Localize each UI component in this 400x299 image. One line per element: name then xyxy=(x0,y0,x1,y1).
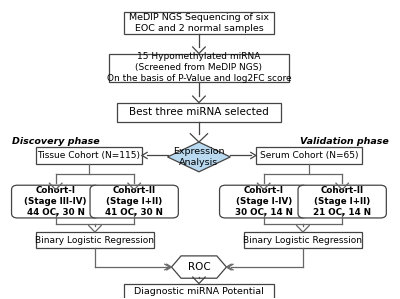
Polygon shape xyxy=(168,142,230,172)
FancyBboxPatch shape xyxy=(244,232,362,248)
FancyBboxPatch shape xyxy=(116,103,281,122)
Text: Tissue Cohort (N=115): Tissue Cohort (N=115) xyxy=(38,151,140,160)
Text: Cohort-I
(Stage I-IV)
30 OC, 14 N: Cohort-I (Stage I-IV) 30 OC, 14 N xyxy=(235,186,293,217)
Text: Binary Logistic Regression: Binary Logistic Regression xyxy=(244,236,362,245)
Text: Cohort-II
(Stage I+II)
41 OC, 30 N: Cohort-II (Stage I+II) 41 OC, 30 N xyxy=(105,186,163,217)
Text: Serum Cohort (N=65): Serum Cohort (N=65) xyxy=(260,151,358,160)
FancyBboxPatch shape xyxy=(36,147,142,164)
Text: MeDIP NGS Sequencing of six
EOC and 2 normal samples: MeDIP NGS Sequencing of six EOC and 2 no… xyxy=(129,13,269,33)
Text: Validation phase: Validation phase xyxy=(300,137,388,146)
Text: Binary Logistic Regression: Binary Logistic Regression xyxy=(36,236,154,245)
FancyBboxPatch shape xyxy=(12,185,100,218)
FancyBboxPatch shape xyxy=(90,185,178,218)
Polygon shape xyxy=(172,256,226,278)
Text: ROC: ROC xyxy=(188,262,210,272)
FancyBboxPatch shape xyxy=(256,147,362,164)
Text: Best three miRNA selected: Best three miRNA selected xyxy=(129,107,269,117)
Text: Cohort-I
(Stage III-IV)
44 OC, 30 N: Cohort-I (Stage III-IV) 44 OC, 30 N xyxy=(24,186,87,217)
Text: Cohort-II
(Stage I+II)
21 OC, 14 N: Cohort-II (Stage I+II) 21 OC, 14 N xyxy=(313,186,371,217)
FancyBboxPatch shape xyxy=(124,283,274,299)
FancyBboxPatch shape xyxy=(36,232,154,248)
FancyBboxPatch shape xyxy=(298,185,386,218)
FancyBboxPatch shape xyxy=(109,54,289,82)
FancyBboxPatch shape xyxy=(124,12,274,34)
Text: Discovery phase: Discovery phase xyxy=(12,137,100,146)
FancyBboxPatch shape xyxy=(220,185,308,218)
Text: Expression
Analysis: Expression Analysis xyxy=(173,147,225,167)
Text: Diagnostic miRNA Potential: Diagnostic miRNA Potential xyxy=(134,287,264,296)
Text: 15 Hypomethylated miRNA
(Screened from MeDIP NGS)
On the basis of P-Value and lo: 15 Hypomethylated miRNA (Screened from M… xyxy=(107,52,291,83)
